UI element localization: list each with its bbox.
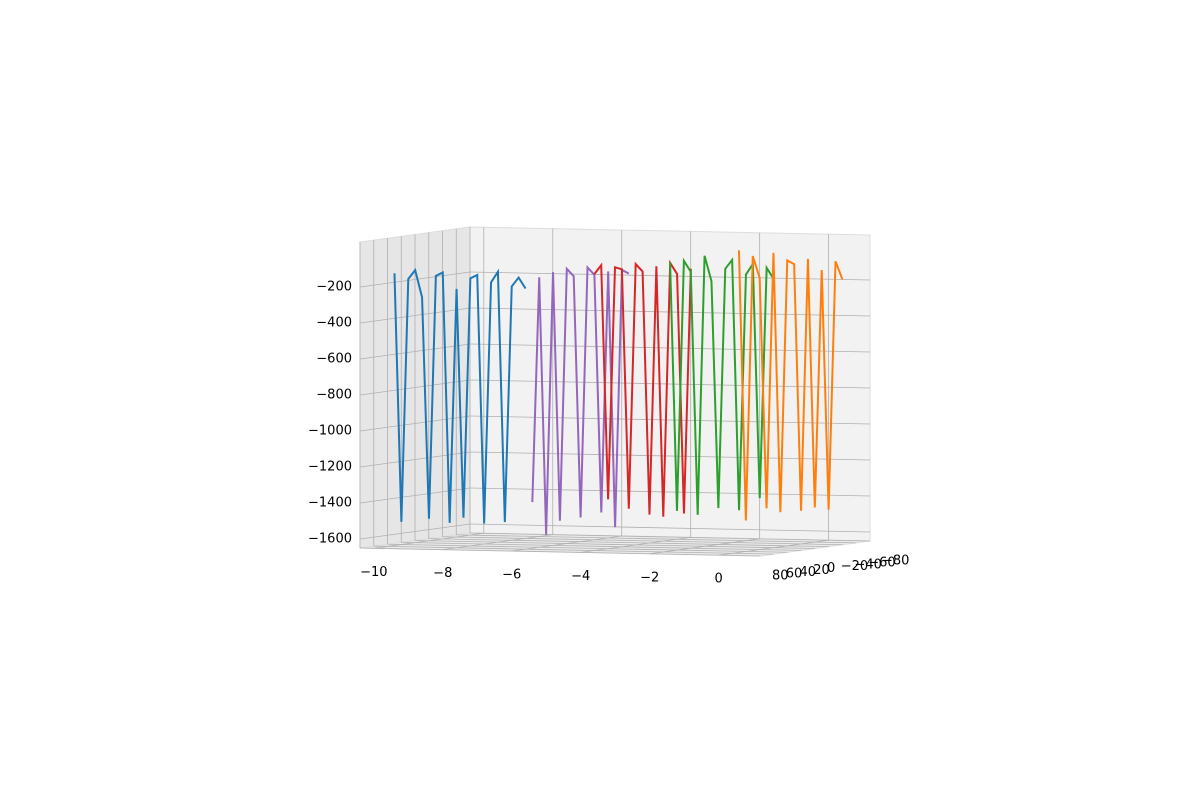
z-tick-label: −800 bbox=[316, 388, 352, 403]
grid-line bbox=[387, 543, 788, 553]
y-tick-label: −80 bbox=[882, 554, 909, 569]
x-tick-label: −2 bbox=[640, 570, 659, 585]
z-tick-label: −1200 bbox=[308, 460, 352, 475]
y-tick-label: −60 bbox=[868, 555, 895, 570]
z-tick-label: −600 bbox=[316, 352, 352, 367]
data-line bbox=[737, 250, 844, 521]
grid-line bbox=[469, 523, 871, 533]
grid-line bbox=[359, 547, 761, 557]
grid-line bbox=[469, 532, 871, 542]
x-tick-label: −8 bbox=[433, 566, 452, 581]
y-tick-label: 0 bbox=[827, 561, 835, 576]
y-tick-label: 20 bbox=[813, 563, 830, 578]
grid-line bbox=[456, 534, 857, 544]
grid-line bbox=[469, 307, 871, 317]
grid-line bbox=[373, 545, 774, 555]
z-tick-label: −400 bbox=[316, 316, 352, 331]
y-tick-label: −20 bbox=[841, 559, 868, 574]
data-line bbox=[531, 264, 630, 535]
y-tick-label: 60 bbox=[786, 567, 803, 582]
grid-line bbox=[469, 487, 871, 497]
y-tick-label: 80 bbox=[772, 569, 789, 584]
grid-line bbox=[442, 536, 843, 546]
x-tick-label: −10 bbox=[360, 565, 387, 580]
z-tick-label: −1400 bbox=[308, 496, 352, 511]
grid-line bbox=[401, 541, 802, 551]
x-tick-label: 0 bbox=[714, 572, 722, 587]
x-tick-label: −4 bbox=[571, 569, 590, 584]
y-tick-label: −40 bbox=[855, 557, 882, 572]
data-line bbox=[593, 259, 692, 517]
y-tick-label: 40 bbox=[800, 565, 817, 580]
grid-line bbox=[414, 540, 816, 549]
data-line bbox=[393, 267, 527, 524]
data-line bbox=[669, 255, 775, 515]
z-tick-label: −1000 bbox=[308, 424, 352, 439]
z-tick-label: −1600 bbox=[308, 532, 352, 547]
grid-line bbox=[428, 538, 829, 548]
x-tick-label: −6 bbox=[502, 568, 521, 583]
z-tick-label: −200 bbox=[316, 280, 352, 295]
